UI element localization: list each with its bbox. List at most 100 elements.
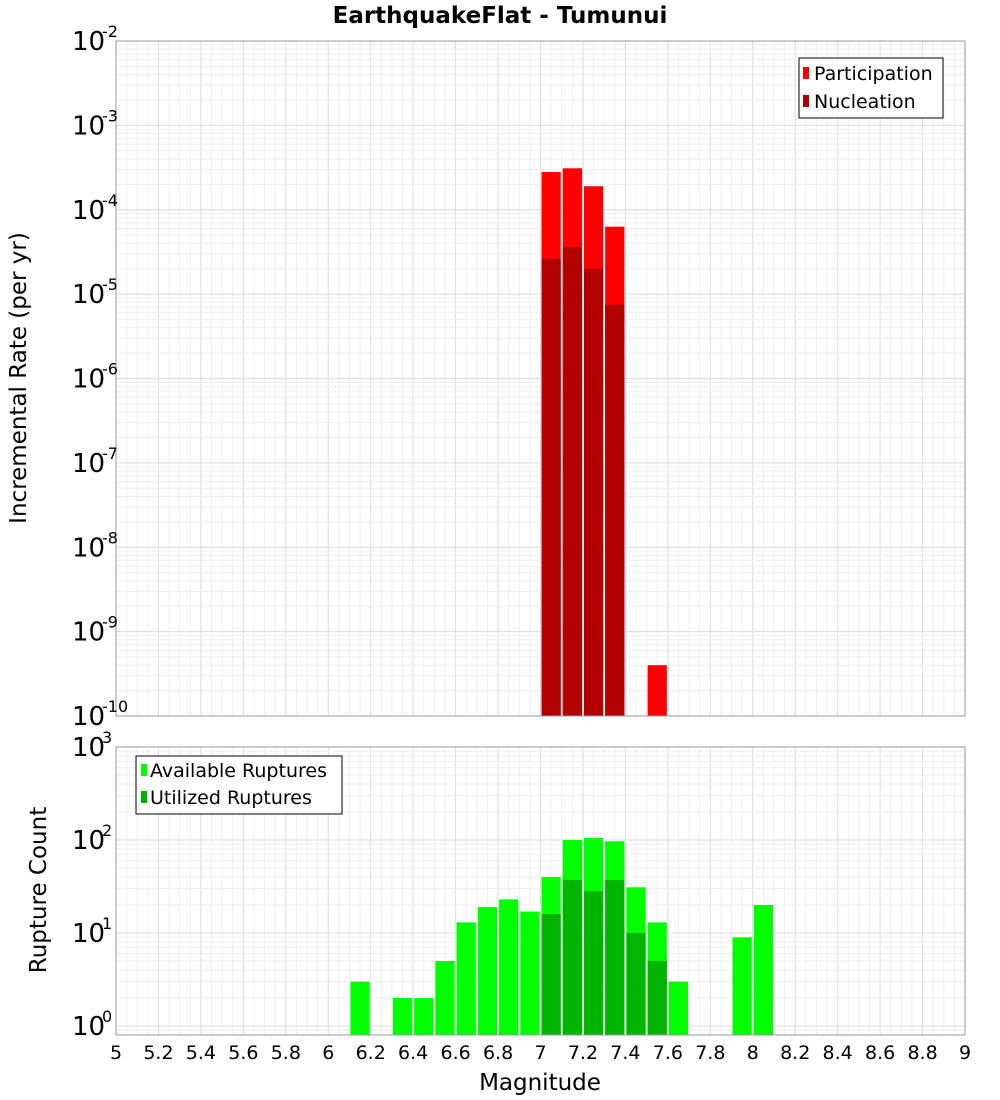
x-tick-label: 5 — [110, 1042, 122, 1064]
x-tick-label: 6 — [322, 1042, 334, 1064]
y-tick-exponent: 2 — [102, 821, 112, 840]
rate-bars — [541, 168, 667, 716]
legend-label-available-ruptures: Available Ruptures — [150, 760, 327, 782]
count-legend: Available Ruptures Utilized Ruptures — [135, 755, 343, 815]
rate-legend-box — [798, 57, 944, 119]
x-tick-label: 7.6 — [653, 1042, 683, 1064]
y-tick-base: 10 — [72, 449, 105, 479]
magnitude-x-ticks: 5 5.2 5.4 5.6 5.8 6 6.2 6.4 6.6 6.8 7 7.2 7.4 7.6 7.8 8… — [110, 1042, 971, 1064]
x-tick-label: 5.4 — [186, 1042, 216, 1064]
rate-y-tick-label: 10-3 — [72, 106, 118, 141]
y-tick-base: 10 — [72, 196, 105, 226]
count-legend-box — [135, 755, 343, 815]
y-tick-exponent: 3 — [102, 728, 112, 747]
count-bar-available-ruptures-6.65 — [456, 922, 476, 1035]
y-tick-base: 10 — [72, 919, 105, 949]
rate-plot-border — [115, 40, 966, 717]
y-tick-exponent: -4 — [102, 191, 118, 210]
x-axis-label: Magnitude — [479, 1070, 601, 1096]
count-bar-available-ruptures-6.35 — [392, 997, 413, 1035]
count-y-tick-label: 103 — [72, 728, 112, 763]
x-tick-label: 7.8 — [695, 1042, 725, 1064]
rate-gridlines — [115, 40, 966, 717]
legend-swatch-nucleation — [803, 95, 809, 107]
count-plot-border — [115, 746, 966, 1036]
y-tick-base: 10 — [72, 111, 105, 141]
x-tick-label: 7.4 — [610, 1042, 640, 1064]
x-tick-label: 7.2 — [568, 1042, 598, 1064]
count-bar-utilized-ruptures-7.35 — [605, 880, 625, 1035]
count-y-tick-label: 102 — [72, 821, 112, 856]
legend-label-nucleation: Nucleation — [814, 91, 916, 113]
x-tick-label: 8.6 — [865, 1042, 895, 1064]
rate-bar-participation-7.55 — [647, 665, 667, 716]
y-tick-exponent: -8 — [102, 528, 118, 547]
legend-swatch-utilized-ruptures — [141, 791, 147, 803]
count-bar-available-ruptures-6.15 — [350, 981, 370, 1035]
y-tick-exponent: 1 — [102, 914, 112, 933]
count-y-tick-label: 100 — [72, 1007, 112, 1042]
count-bar-available-ruptures-6.45 — [414, 997, 434, 1035]
count-bar-available-ruptures-7.65 — [668, 981, 689, 1035]
y-tick-exponent: -3 — [102, 106, 118, 125]
y-tick-exponent: -7 — [102, 444, 118, 463]
count-y-axis-label: Rupture Count — [26, 807, 52, 973]
legend-label-participation: Participation — [814, 63, 933, 85]
y-tick-base: 10 — [72, 365, 105, 395]
legend-swatch-available-ruptures — [141, 764, 147, 776]
count-bar-utilized-ruptures-7.15 — [562, 880, 582, 1035]
x-tick-label: 8.2 — [780, 1042, 810, 1064]
x-tick-label: 8.8 — [907, 1042, 937, 1064]
x-tick-label: 5.2 — [143, 1042, 173, 1064]
y-tick-exponent: -10 — [102, 697, 128, 716]
x-tick-label: 5.6 — [228, 1042, 258, 1064]
rate-bar-nucleation-7.05 — [541, 259, 561, 716]
y-tick-base: 10 — [72, 533, 105, 563]
y-tick-base: 10 — [72, 733, 105, 763]
rate-y-axis-label: Incremental Rate (per yr) — [6, 232, 32, 524]
rate-y-tick-label: 10-4 — [72, 191, 118, 226]
x-tick-label: 5.8 — [271, 1042, 301, 1064]
y-tick-base: 10 — [72, 618, 105, 648]
rate-bar-nucleation-7.15 — [562, 247, 582, 716]
x-tick-label: 6.8 — [483, 1042, 513, 1064]
y-tick-base: 10 — [72, 27, 105, 57]
rate-panel: 10-210-310-410-510-610-710-810-910-10 In… — [6, 22, 966, 732]
x-tick-label: 6.2 — [356, 1042, 386, 1064]
rate-legend: Participation Nucleation — [798, 57, 944, 119]
x-tick-label: 7 — [534, 1042, 546, 1064]
y-tick-base: 10 — [72, 702, 105, 732]
count-y-tick-label: 101 — [72, 914, 112, 949]
x-tick-label: 9 — [959, 1042, 971, 1064]
count-bars — [350, 838, 773, 1035]
rate-y-tick-label: 10-10 — [72, 697, 128, 732]
x-tick-label: 8 — [747, 1042, 759, 1064]
count-bar-available-ruptures-6.95 — [520, 911, 540, 1035]
y-tick-base: 10 — [72, 826, 105, 856]
chart-title: EarthquakeFlat - Tumunui — [333, 3, 668, 29]
rate-bar-nucleation-7.25 — [583, 268, 604, 716]
x-tick-label: 8.4 — [823, 1042, 853, 1064]
count-bar-utilized-ruptures-7.25 — [583, 891, 604, 1035]
y-tick-exponent: 0 — [102, 1007, 112, 1026]
x-tick-label: 6.4 — [398, 1042, 428, 1064]
y-tick-exponent: -2 — [102, 22, 118, 41]
rate-bar-nucleation-7.35 — [605, 304, 625, 716]
count-bar-available-ruptures-6.75 — [477, 907, 498, 1035]
legend-label-utilized-ruptures: Utilized Ruptures — [150, 787, 312, 809]
rate-y-ticks: 10-210-310-410-510-610-710-810-910-10 — [72, 22, 128, 732]
rate-y-tick-label: 10-2 — [72, 22, 118, 57]
x-tick-label: 6.6 — [440, 1042, 470, 1064]
y-tick-exponent: -6 — [102, 360, 118, 379]
y-tick-base: 10 — [72, 1012, 105, 1042]
count-bar-available-ruptures-6.85 — [499, 899, 519, 1035]
legend-swatch-participation — [803, 67, 809, 79]
count-bar-utilized-ruptures-7.45 — [626, 932, 646, 1035]
count-bar-utilized-ruptures-7.55 — [647, 960, 667, 1035]
count-bar-available-ruptures-7.95 — [732, 937, 752, 1035]
count-bar-available-ruptures-8.05 — [753, 904, 773, 1035]
y-tick-exponent: -5 — [102, 275, 118, 294]
count-bar-available-ruptures-6.55 — [435, 960, 455, 1035]
